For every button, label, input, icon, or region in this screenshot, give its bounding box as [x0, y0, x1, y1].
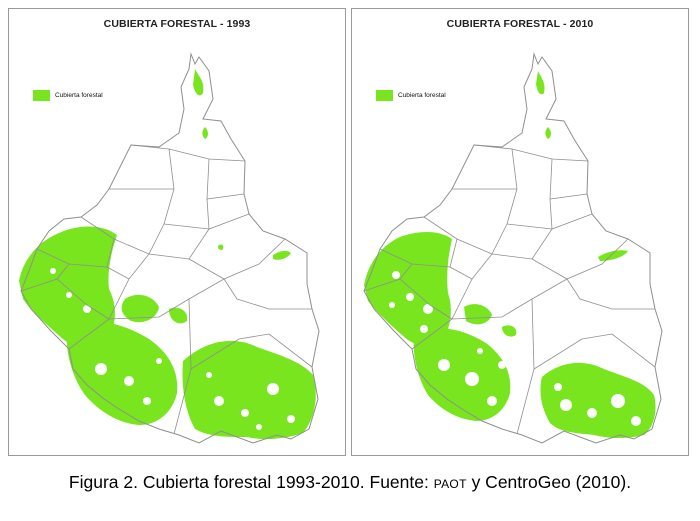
non-forest-gap — [389, 302, 395, 308]
district-boundary — [206, 158, 245, 200]
forest-patch — [219, 346, 247, 370]
legend-label-2010: Cubierta forestal — [398, 92, 446, 99]
forest-patch — [19, 226, 117, 350]
non-forest-gap — [50, 268, 56, 274]
district-boundary — [449, 238, 493, 280]
non-forest-gap — [156, 358, 162, 364]
forest-patch — [121, 294, 159, 323]
map-panel-2010: CUBIERTA FORESTAL - 2010 Cubierta forest… — [351, 8, 689, 456]
non-forest-gap — [554, 383, 562, 391]
non-forest-gap — [438, 359, 450, 371]
caption-text: Figura 2. Cubierta forestal 1993-2010. F… — [68, 472, 434, 492]
district-boundary — [411, 318, 453, 350]
district-boundary — [163, 148, 175, 225]
non-forest-gap — [95, 363, 107, 375]
forest-patch — [578, 381, 598, 396]
map-2010 — [363, 52, 663, 444]
district-boundary — [566, 278, 655, 310]
non-forest-gap — [465, 372, 479, 386]
district-boundary — [473, 144, 589, 162]
district-boundary — [206, 198, 250, 230]
forest-patch — [364, 232, 452, 346]
non-forest-gap — [423, 304, 433, 314]
forest-patch — [66, 321, 178, 425]
city-outline — [20, 52, 320, 444]
district-boundary — [531, 238, 629, 280]
non-forest-gap — [143, 397, 151, 405]
district-boundary — [549, 158, 588, 200]
map-panel-1993: CUBIERTA FORESTAL - 1993 Cubierta forest… — [8, 8, 346, 456]
non-forest-gap — [392, 271, 400, 279]
caption-source-paot: PAOT — [433, 477, 467, 491]
non-forest-gap — [477, 348, 483, 354]
forest-patch — [218, 244, 224, 250]
non-forest-gap — [83, 305, 91, 313]
legend-swatch-forest — [376, 90, 393, 101]
non-forest-gap — [487, 396, 497, 406]
district-boundary — [506, 223, 553, 230]
district-boundary — [80, 216, 165, 255]
figure-caption: Figura 2. Cubierta forestal 1993-2010. F… — [0, 472, 700, 493]
map-title-2010: CUBIERTA FORESTAL - 2010 — [446, 18, 594, 30]
non-forest-gap — [587, 408, 597, 418]
district-boundary — [130, 144, 246, 162]
district-boundary — [451, 278, 568, 320]
non-forest-gap — [66, 292, 72, 298]
map-title-1993: CUBIERTA FORESTAL - 1993 — [103, 18, 251, 30]
district-boundary — [188, 238, 286, 280]
district-boundary — [56, 278, 130, 320]
legend-label-1993: Cubierta forestal — [55, 92, 103, 99]
non-forest-gap — [420, 325, 428, 333]
forest-patch — [193, 69, 204, 96]
forest-patch — [464, 304, 492, 325]
forest-patch — [545, 127, 551, 139]
district-boundary — [108, 278, 225, 320]
forest-patch — [182, 340, 316, 440]
non-forest-gap — [631, 416, 641, 426]
non-forest-gap — [256, 424, 262, 430]
forest-cover-1993 — [19, 69, 316, 440]
district-boundary — [223, 278, 312, 310]
caption-text-end: y CentroGeo (2010). — [466, 472, 632, 492]
district-boundary — [506, 148, 518, 225]
district-boundary — [148, 228, 210, 260]
non-forest-gap — [124, 376, 134, 386]
non-forest-gap — [611, 394, 625, 408]
forest-patch — [169, 307, 188, 324]
district-boundary — [68, 318, 110, 350]
map-1993 — [19, 52, 320, 444]
forest-patch — [502, 325, 517, 337]
forest-patch — [413, 328, 511, 421]
non-forest-gap — [206, 372, 212, 378]
forest-patch — [202, 127, 208, 139]
district-boundary — [106, 238, 150, 280]
district-boundary — [491, 228, 553, 260]
non-forest-gap — [214, 396, 224, 406]
district-boundary — [533, 333, 656, 370]
non-forest-gap — [241, 409, 249, 417]
district-boundary — [423, 216, 508, 255]
map-legend-2010: Cubierta forestal — [376, 90, 446, 101]
district-boundaries-2010 — [363, 52, 663, 444]
district-boundary — [549, 198, 593, 230]
district-boundary — [190, 333, 313, 370]
non-forest-gap — [287, 415, 295, 423]
forest-cover-2010 — [364, 71, 656, 438]
district-boundary — [516, 298, 535, 435]
forest-patch — [273, 250, 291, 260]
district-boundaries-1993 — [20, 52, 320, 444]
map-legend-1993: Cubierta forestal — [33, 90, 103, 101]
non-forest-gap — [560, 399, 572, 411]
legend-swatch-forest — [33, 90, 50, 101]
forest-patch — [536, 71, 545, 95]
forest-patch — [540, 362, 656, 438]
non-forest-gap — [267, 383, 279, 395]
district-boundary — [163, 223, 210, 230]
non-forest-gap — [406, 293, 414, 301]
non-forest-gap — [498, 361, 506, 369]
city-outline — [363, 52, 663, 444]
district-boundary — [399, 278, 473, 320]
forest-patch — [598, 250, 628, 261]
